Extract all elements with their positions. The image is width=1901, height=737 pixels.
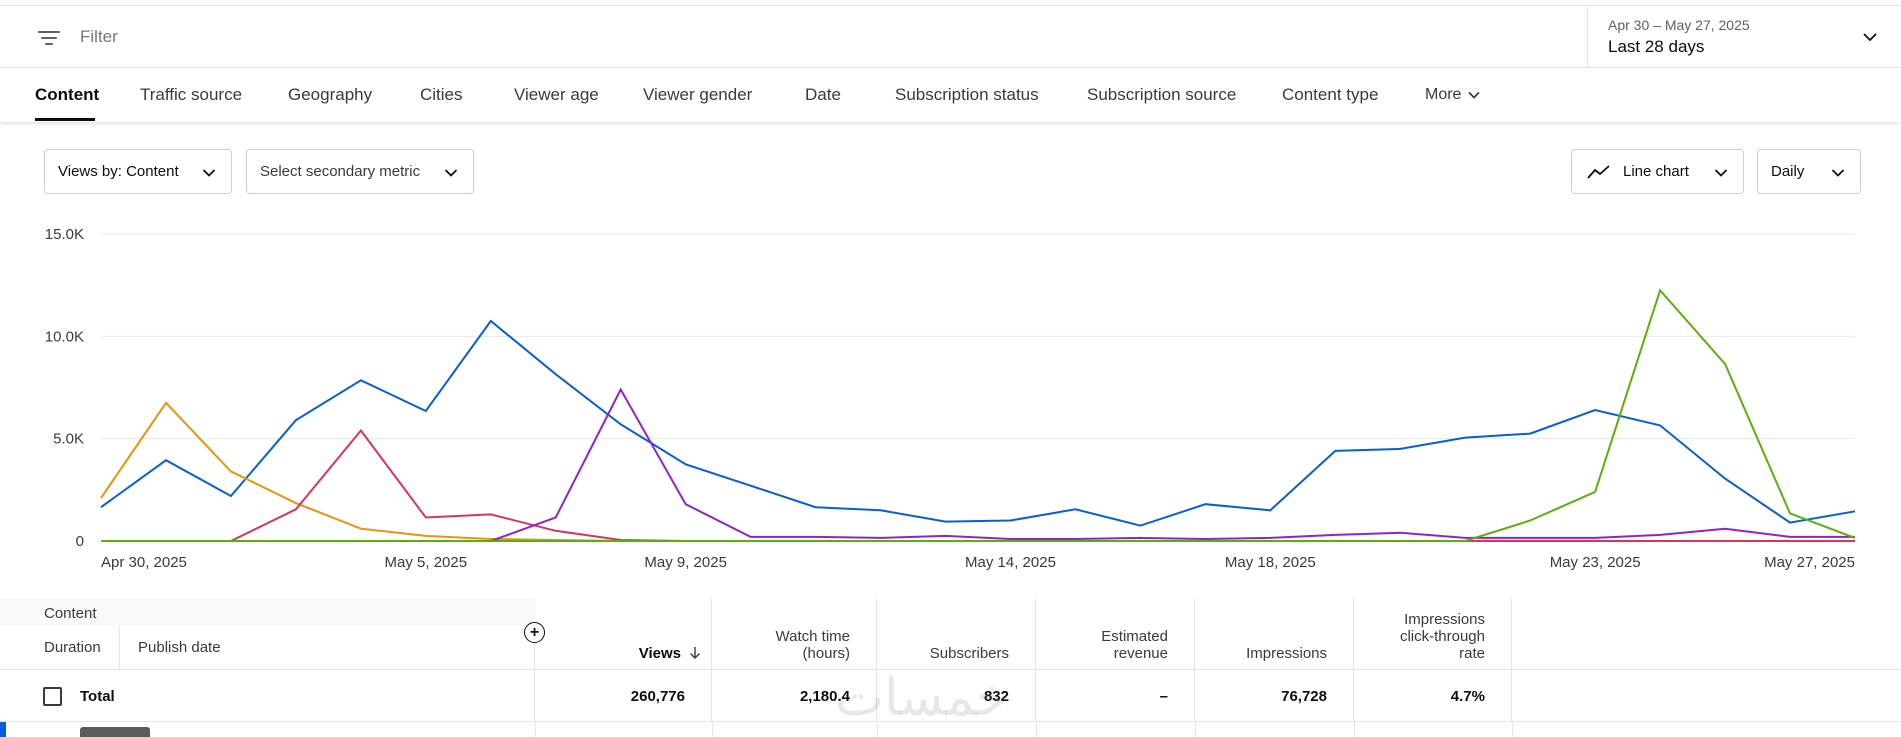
chevron-down-icon — [1863, 33, 1877, 42]
x-tick-label: May 14, 2025 — [965, 554, 1056, 571]
tab-more[interactable]: More — [1425, 86, 1481, 104]
tab-date[interactable]: Date — [805, 85, 841, 104]
y-tick-label: 15.0K — [45, 226, 84, 243]
date-period-text: Last 28 days — [1608, 37, 1705, 56]
total-ctr-cell: 4.7% — [1354, 670, 1512, 722]
publish-date-column-header[interactable]: Publish date — [138, 639, 221, 656]
x-tick-label: May 5, 2025 — [385, 554, 468, 571]
chevron-down-icon — [202, 169, 216, 177]
content-column-label: Content — [44, 605, 97, 622]
add-column-icon[interactable]: + — [524, 622, 545, 643]
total-watch-time-cell: 2,180.4 — [712, 670, 877, 722]
total-subscribers-cell: 832 — [877, 670, 1036, 722]
estimated-revenue-column-header[interactable]: Estimated revenue — [1036, 598, 1195, 670]
total-views-cell: 260,776 — [535, 670, 712, 722]
granularity-label: Daily — [1771, 163, 1805, 180]
active-tab-indicator — [35, 118, 95, 121]
secondary-metric-label: Select secondary metric — [260, 163, 421, 180]
chart-type-dropdown[interactable]: Line chart — [1571, 149, 1744, 194]
filter-input[interactable]: Filter — [80, 27, 118, 46]
chart-gridlines — [101, 233, 1855, 542]
tab-content-type[interactable]: Content type — [1282, 85, 1379, 104]
filter-bar: Filter Apr 30 – May 27, 2025 Last 28 day… — [0, 5, 1901, 69]
subscribers-column-header[interactable]: Subscribers — [877, 598, 1036, 670]
chart-x-axis: Apr 30, 2025 May 5, 2025 May 9, 2025 May 14… — [101, 554, 1855, 571]
table-row-total: Total 260,776 2,180.4 832 – 76,728 4.7% — [0, 670, 1901, 722]
total-watch-time-value: 2,180.4 — [799, 688, 850, 705]
total-impressions-value: 76,728 — [1281, 688, 1327, 705]
x-tick-label: May 18, 2025 — [1225, 554, 1316, 571]
date-range-picker[interactable]: Apr 30 – May 27, 2025 Last 28 days — [1587, 6, 1901, 69]
total-revenue-cell: – — [1036, 670, 1195, 722]
x-tick-label: May 23, 2025 — [1550, 554, 1641, 571]
ctr-column-header[interactable]: Impressions click-through rate — [1354, 598, 1512, 670]
watch-time-header-label: Watch time (hours) — [775, 628, 850, 662]
total-views-value: 260,776 — [630, 688, 685, 705]
primary-metric-label: Views by: Content — [58, 163, 179, 180]
tab-content[interactable]: Content — [35, 85, 100, 104]
chevron-down-icon — [444, 169, 458, 177]
ctr-header-label: Impressions click-through rate — [1399, 611, 1485, 662]
series-line-5[interactable] — [101, 288, 1856, 542]
select-all-checkbox[interactable] — [43, 687, 62, 706]
total-label: Total — [80, 688, 115, 705]
x-tick-label: May 27, 2025 — [1764, 554, 1855, 571]
primary-metric-dropdown[interactable]: Views by: Content — [44, 149, 232, 194]
content-header-strip — [0, 598, 535, 626]
chart-y-axis: 0 5.0K 10.0K 15.0K — [45, 226, 84, 550]
x-tick-label: May 9, 2025 — [644, 554, 727, 571]
impressions-header-label: Impressions — [1246, 645, 1327, 662]
subscribers-header-label: Subscribers — [929, 645, 1009, 662]
tab-more-label: More — [1425, 86, 1462, 103]
total-ctr-value: 4.7% — [1450, 688, 1485, 705]
line-chart-icon — [1587, 164, 1610, 179]
tab-subscription-source[interactable]: Subscription source — [1087, 85, 1237, 104]
impressions-column-header[interactable]: Impressions — [1195, 598, 1354, 670]
series-line-3[interactable] — [101, 428, 1855, 542]
duration-column-header[interactable]: Duration — [44, 639, 101, 656]
tab-viewer-gender[interactable]: Viewer gender — [643, 85, 753, 104]
total-impressions-cell: 76,728 — [1195, 670, 1354, 722]
y-tick-label: 5.0K — [53, 431, 84, 448]
row-color-indicator — [0, 722, 6, 737]
total-revenue-value: – — [1159, 688, 1168, 705]
column-divider — [119, 626, 120, 670]
chevron-down-icon — [1831, 169, 1845, 177]
tab-viewer-age[interactable]: Viewer age — [514, 85, 599, 104]
granularity-dropdown[interactable]: Daily — [1757, 149, 1861, 194]
chart-type-label: Line chart — [1623, 163, 1689, 180]
tab-cities[interactable]: Cities — [420, 85, 463, 104]
series-line-1[interactable] — [100, 319, 1856, 527]
date-range-text: Apr 30 – May 27, 2025 — [1608, 17, 1750, 33]
views-header-label: Views — [638, 645, 681, 662]
watch-time-column-header[interactable]: Watch time (hours) — [712, 598, 877, 670]
content-column-header: Content Duration Publish date — [0, 598, 535, 670]
secondary-metric-dropdown[interactable]: Select secondary metric — [246, 149, 474, 194]
x-tick-label: Apr 30, 2025 — [101, 554, 187, 571]
total-label-cell: Total — [0, 670, 535, 722]
table-header: Content Duration Publish date + Views Wa… — [0, 598, 1901, 670]
chevron-down-icon — [1714, 169, 1728, 177]
tab-traffic-source[interactable]: Traffic source — [140, 85, 243, 104]
views-column-header[interactable]: Views — [535, 598, 712, 670]
tab-bar: Content Traffic source Geography Cities … — [0, 68, 1901, 122]
views-line-chart[interactable]: 0 5.0K 10.0K 15.0K Apr 30, 2025 May 5, 2025 M… — [0, 215, 1901, 575]
table-row[interactable] — [0, 722, 1901, 737]
arrow-down-icon — [690, 647, 700, 659]
total-subscribers-value: 832 — [983, 688, 1009, 705]
tab-geography[interactable]: Geography — [288, 85, 373, 104]
chevron-down-icon — [1468, 91, 1481, 99]
chart-series — [100, 288, 1856, 542]
y-tick-label: 0 — [76, 533, 84, 550]
filter-list-icon[interactable] — [38, 29, 60, 47]
estimated-revenue-header-label: Estimated revenue — [1101, 628, 1168, 662]
y-tick-label: 10.0K — [45, 328, 84, 345]
tab-subscription-status[interactable]: Subscription status — [895, 85, 1039, 104]
video-thumbnail[interactable] — [80, 727, 150, 737]
